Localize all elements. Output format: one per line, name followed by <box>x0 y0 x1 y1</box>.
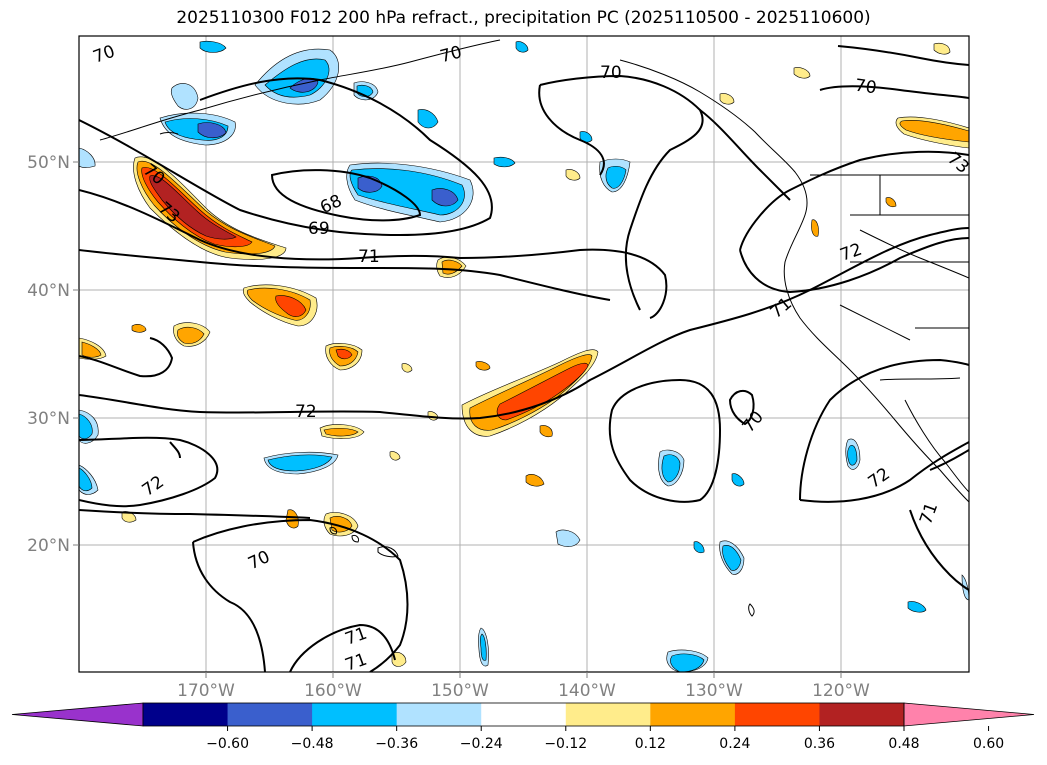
map-area: 70 70 70 70 70 68 69 71 73 70 72 72 72 7… <box>78 35 970 676</box>
colorbar-swatch <box>819 703 905 726</box>
lon-tick-label: 160°W <box>304 681 362 701</box>
lat-tick-label: 30°N <box>27 409 70 429</box>
lon-axis: 170°W 160°W 150°W 140°W 130°W 120°W <box>177 672 870 701</box>
colorbar-swatch <box>143 703 229 726</box>
lon-tick-label: 140°W <box>558 681 616 701</box>
colorbar-tick-label: −0.36 <box>375 736 418 752</box>
contour-label: 72 <box>295 402 317 422</box>
colorbar-tick-label: −0.48 <box>291 736 334 752</box>
map-title: 2025110300 F012 200 hPa refract., precip… <box>176 8 871 28</box>
colorbar-swatches <box>11 702 1035 727</box>
colorbar-ticks: −0.60 −0.48 −0.36 −0.24 −0.12 0.12 0.24 0.36 0.4… <box>206 726 1004 752</box>
colorbar-swatch <box>481 703 567 726</box>
coastlines <box>99 39 969 617</box>
precip-negative <box>79 40 969 672</box>
lat-tick-label: 20°N <box>27 536 70 556</box>
colorbar-swatch <box>650 703 736 726</box>
colorbar-tick-label: −0.12 <box>544 736 587 752</box>
lat-tick-label: 50°N <box>27 153 70 173</box>
colorbar-swatch <box>565 703 651 726</box>
lat-tick-label: 40°N <box>27 281 70 301</box>
colorbar-outline <box>142 702 905 727</box>
colorbar-tick-label: 0.48 <box>888 736 919 752</box>
lon-tick-label: 120°W <box>812 681 870 701</box>
colorbar-swatch <box>734 703 820 726</box>
colorbar: −0.60 −0.48 −0.36 −0.24 −0.12 0.12 0.24 0.36 0.4… <box>11 702 1035 752</box>
contour-label: 70 <box>854 76 878 99</box>
colorbar-tick-label: 0.60 <box>973 736 1004 752</box>
colorbar-tick-label: −0.60 <box>206 736 249 752</box>
map-frame <box>78 35 970 673</box>
contour-label: 70 <box>600 63 622 83</box>
colorbar-tick-label: 0.36 <box>804 736 835 752</box>
colorbar-swatch <box>227 703 313 726</box>
precip-positive <box>79 42 969 667</box>
lon-tick-label: 130°W <box>685 681 743 701</box>
colorbar-swatch <box>903 702 1035 727</box>
colorbar-tick-label: −0.24 <box>460 736 503 752</box>
colorbar-swatch <box>312 703 398 726</box>
lon-tick-label: 170°W <box>177 681 235 701</box>
refractivity-contours <box>79 45 969 672</box>
colorbar-tick-label: 0.24 <box>719 736 750 752</box>
lon-tick-label: 150°W <box>431 681 489 701</box>
colorbar-tick-label: 0.12 <box>635 736 666 752</box>
contour-label: 71 <box>343 650 370 676</box>
contour-label: 71 <box>358 247 380 267</box>
colorbar-swatch <box>11 702 144 727</box>
colorbar-swatch <box>396 703 482 726</box>
lat-axis: 50°N 40°N 30°N 20°N <box>27 153 79 556</box>
contour-label: 69 <box>308 219 330 239</box>
